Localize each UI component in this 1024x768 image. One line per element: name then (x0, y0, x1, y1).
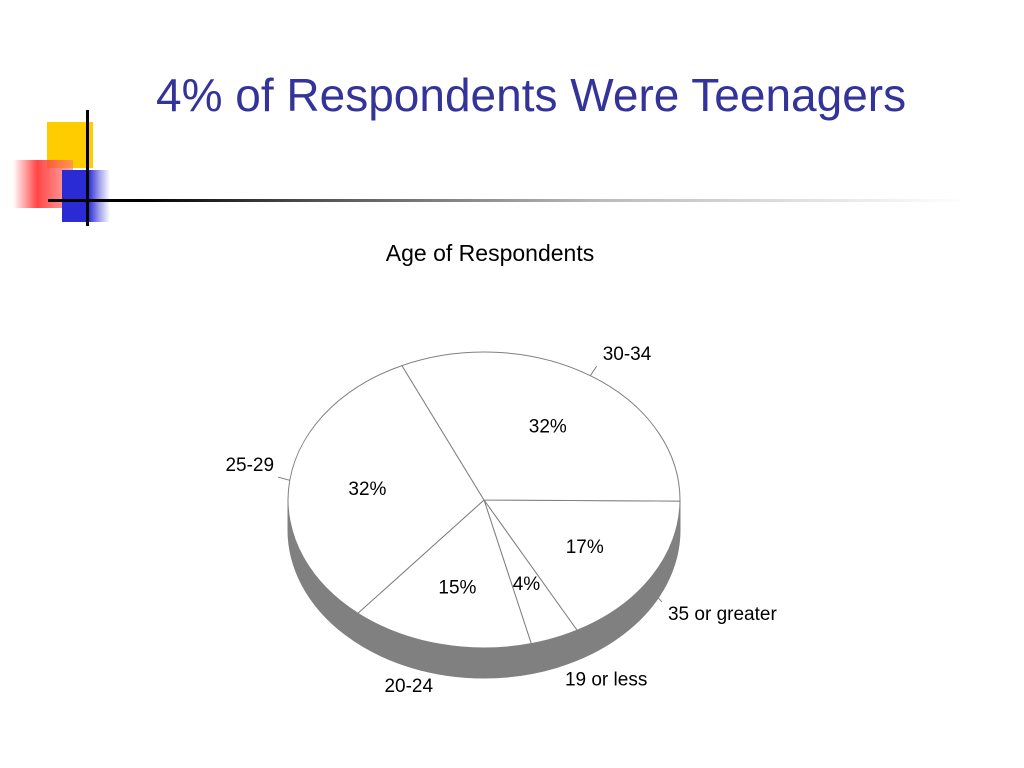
logo-vertical-line (86, 110, 89, 226)
data-label-35-or-greater: 17% (566, 537, 604, 558)
leader-line-30-34 (589, 365, 598, 376)
pie-slice-35-or-greater (483, 499, 681, 631)
leader-line-19-or-less (554, 652, 560, 668)
leader-line-35-or-greater (651, 590, 663, 603)
data-label-20-24: 15% (438, 578, 476, 599)
slide-logo-decoration (0, 0, 160, 240)
chart-title: Age of Respondents (386, 240, 594, 266)
pie-top-layer (287, 351, 681, 649)
leader-lines (277, 365, 663, 674)
pie-slice-25-29 (287, 365, 485, 614)
slide-title: 4% of Respondents Were Teenagers (156, 69, 907, 121)
pie-slice-30-34 (401, 351, 681, 502)
leader-line-25-29 (277, 476, 290, 481)
pie-labels: 17% 35 or greater 4% 19 or less 15% 20-24 32% 2… (225, 344, 777, 697)
leader-line-20-24 (436, 659, 441, 674)
category-label-19-or-less: 19 or less (565, 669, 647, 690)
category-label-35-or-greater: 35 or greater (668, 604, 777, 625)
category-label-25-29: 25-29 (225, 455, 274, 476)
pie-slice-20-24 (357, 499, 532, 649)
category-label-20-24: 20-24 (384, 676, 433, 697)
data-label-19-or-less: 4% (513, 574, 541, 595)
title-underline-rule (48, 199, 968, 202)
data-label-30-34: 32% (529, 416, 567, 437)
category-label-30-34: 30-34 (603, 344, 652, 365)
data-label-25-29: 32% (348, 479, 386, 500)
